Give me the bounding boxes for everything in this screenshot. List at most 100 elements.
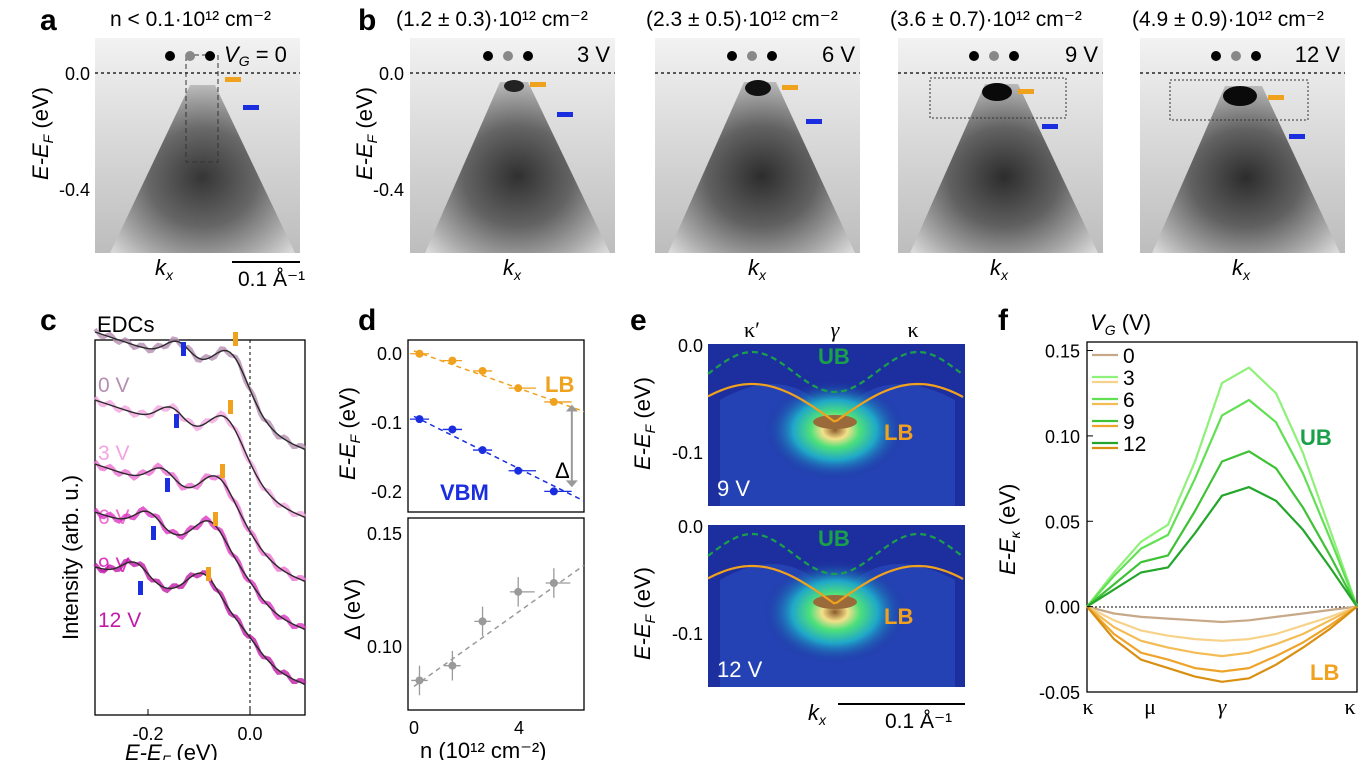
edc-label: 0 V: [98, 374, 130, 397]
edc-fit: [94, 331, 306, 450]
marker-dot: [1251, 51, 1261, 61]
legend-label: 12: [1123, 433, 1146, 456]
lb-marker: [1018, 89, 1034, 94]
ytick: 0.0: [377, 344, 402, 364]
marker-dot: [523, 51, 533, 61]
marker-dot: [1009, 51, 1019, 61]
scale-bar-label: 0.1 Å⁻¹: [885, 710, 952, 733]
vbm-tick: [174, 414, 179, 428]
k-point-label: γ: [831, 317, 841, 342]
heatmap-9v: UB LB 9 V: [707, 344, 965, 506]
ytick: 0.10: [367, 637, 402, 657]
band-top: [504, 80, 524, 92]
y-axis-label: E-EF (eV): [352, 87, 380, 180]
vbm-tick: [181, 342, 186, 356]
ub-label: UB: [818, 526, 850, 551]
lb-curve: [707, 564, 964, 605]
d-bottom-plot: [411, 564, 585, 696]
voltage-label: 12 V: [1295, 42, 1341, 67]
panel-b: b E-EF (eV) 0.0 -0.4 (1.2 ± 0.3)·10¹² cm…: [352, 4, 1345, 283]
edc-curves: 0 V3 V6 V9 V12 V: [93, 327, 307, 686]
zoom-box: [185, 54, 219, 163]
vbm-marker: [1289, 134, 1305, 139]
xtick: μ: [1144, 694, 1156, 719]
plot-frame: [1086, 341, 1358, 693]
band-cone: [1152, 86, 1340, 253]
panel-letter: d: [358, 304, 376, 337]
marker-dot: [205, 51, 215, 61]
panel-e: e κ′ γ κ UB LB 9 V UB LB 12 V 0: [630, 304, 965, 733]
voltage-label: 9 V: [717, 476, 750, 501]
panel-letter: b: [358, 4, 376, 37]
ytick: -0.4: [59, 180, 90, 200]
y-axis-label: Intensity (arb. u.): [58, 475, 83, 640]
ytick: -0.1: [672, 443, 703, 463]
data-point: [514, 466, 523, 475]
density-label: n < 0.1·10¹² cm⁻²: [110, 8, 271, 31]
ytick: 0.0: [65, 64, 90, 84]
data-point: [415, 349, 424, 358]
lb-label: LB: [884, 420, 913, 445]
band-line-9: [1086, 450, 1358, 608]
subpanel-12v: (4.9 ± 0.9)·10¹² cm⁻² 12 V kx: [1132, 8, 1345, 283]
panel-c: c EDCs 0 V3 V6 V9 V12 V Intensity (arb. …: [40, 304, 307, 760]
legend-title: VG (V): [1090, 310, 1151, 338]
legend-label: 0: [1123, 345, 1135, 368]
ytick: 0.15: [1045, 342, 1080, 362]
data-point: [448, 356, 457, 365]
voltage-label: 9 V: [1065, 42, 1098, 67]
legend-label: 6: [1123, 389, 1135, 412]
xtick: 4: [514, 718, 524, 738]
x-axis-label: kx: [155, 255, 174, 283]
lb-tick: [213, 512, 218, 526]
data-point: [415, 676, 424, 685]
lb-tick: [206, 567, 211, 581]
panel-letter: a: [40, 4, 57, 37]
ytick: 0.0: [678, 336, 703, 356]
edc-fit: [94, 463, 306, 582]
fit-line: [413, 350, 585, 413]
lb-label: LB: [545, 372, 574, 397]
y-axis-label: E-Eκ (eV): [995, 484, 1023, 575]
ytick: 0.0: [678, 517, 703, 537]
panel-title: EDCs: [97, 312, 154, 337]
panel-letter: c: [40, 304, 57, 337]
scale-bar-label: 0.1 Å⁻¹: [238, 268, 305, 291]
vbm-tick: [165, 478, 170, 492]
data-point: [549, 487, 558, 496]
ytick: 0.00: [1045, 598, 1080, 618]
ytick: 0.0: [379, 64, 404, 84]
marker-dot: [989, 51, 999, 61]
vbm-marker: [1042, 124, 1058, 129]
lb-tick: [233, 332, 238, 346]
ub-label: UB: [818, 344, 850, 369]
y-axis-label-bottom: Δ (eV): [340, 579, 365, 640]
xtick: κ: [1344, 694, 1355, 719]
marker-dot: [767, 51, 777, 61]
gate-voltage: VG = 0: [224, 42, 287, 69]
edc-label: 9 V: [98, 554, 130, 577]
y-ticks: 0.15 0.10 0.05 0.00 -0.05: [1039, 342, 1093, 703]
marker-dot: [969, 51, 979, 61]
vbm-tick: [151, 526, 156, 540]
ytick: 0.05: [1045, 512, 1080, 532]
band-top: [982, 83, 1012, 101]
edc-label: 12 V: [98, 609, 141, 632]
ytick: -0.4: [373, 180, 404, 200]
ytick: -0.05: [1039, 683, 1080, 703]
band-line-9: [1086, 605, 1358, 673]
band-curves: [1086, 366, 1359, 683]
band-top: [1223, 86, 1257, 106]
lb-marker: [782, 85, 798, 90]
panel-letter: e: [630, 304, 647, 337]
fit-line: [413, 415, 585, 502]
k-point-label: κ′: [744, 317, 760, 342]
lb-marker: [225, 77, 241, 82]
edc-fit: [94, 399, 306, 518]
band-cone: [110, 85, 295, 253]
y-axis-label: E-EF (eV): [630, 567, 658, 660]
x-axis-label: E-EF (eV): [125, 740, 218, 760]
density-label: (4.9 ± 0.9)·10¹² cm⁻²: [1132, 8, 1324, 31]
voltage-label: 12 V: [717, 657, 763, 682]
